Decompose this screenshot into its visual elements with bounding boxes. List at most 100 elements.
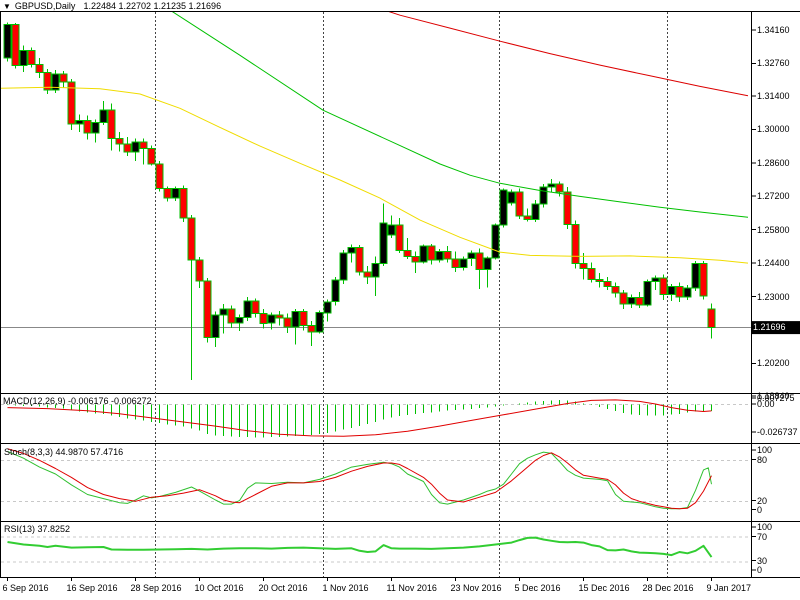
candle[interactable] (59, 73, 68, 83)
candle[interactable] (419, 245, 428, 263)
candle[interactable] (99, 109, 108, 124)
candle[interactable] (659, 277, 668, 296)
candle[interactable] (555, 183, 564, 193)
candle[interactable] (603, 281, 612, 288)
candle[interactable] (267, 314, 276, 324)
candle[interactable] (171, 188, 180, 199)
candle[interactable] (163, 188, 172, 199)
candle[interactable] (611, 286, 620, 294)
macd-indicator-label: MACD(12,26,9) -0.006176 -0.006272 (3, 396, 152, 406)
candle[interactable] (451, 258, 460, 268)
candle[interactable] (571, 223, 580, 265)
candle[interactable] (203, 280, 212, 339)
candle[interactable] (475, 252, 484, 271)
candle[interactable] (155, 163, 164, 190)
candle[interactable] (107, 109, 116, 140)
candle[interactable] (619, 292, 628, 305)
candle[interactable] (435, 251, 444, 261)
candle[interactable] (363, 271, 372, 278)
candle[interactable] (275, 314, 284, 319)
candle[interactable] (147, 147, 156, 165)
indicator-axis-label: 30 (757, 555, 768, 566)
candle[interactable] (499, 189, 508, 226)
candle[interactable] (323, 301, 332, 314)
candles[interactable] (3, 22, 716, 381)
candle[interactable] (395, 224, 404, 252)
candle[interactable] (195, 259, 204, 282)
candle[interactable] (299, 310, 308, 327)
candle[interactable] (515, 191, 524, 217)
candle[interactable] (483, 257, 492, 271)
price-axis-label: 1.18840 (757, 390, 790, 401)
candle[interactable] (411, 255, 420, 263)
candle[interactable] (699, 263, 708, 297)
candle[interactable] (667, 286, 676, 296)
candle[interactable] (443, 251, 452, 260)
candle[interactable] (307, 325, 316, 333)
candle[interactable] (179, 188, 188, 219)
candle[interactable] (235, 317, 244, 324)
candle[interactable] (35, 63, 44, 74)
candle[interactable] (627, 297, 636, 305)
candle[interactable] (243, 300, 252, 318)
candle[interactable] (595, 278, 604, 283)
candle[interactable] (651, 277, 660, 283)
candle[interactable] (691, 263, 700, 289)
candle[interactable] (123, 143, 132, 153)
indicator-axis-label: 20 (757, 495, 768, 506)
candle[interactable] (83, 119, 92, 134)
candle[interactable] (371, 263, 380, 278)
candle[interactable] (523, 215, 532, 221)
candle[interactable] (547, 183, 556, 188)
candle[interactable] (91, 122, 100, 134)
candle[interactable] (43, 72, 52, 91)
candle[interactable] (187, 217, 196, 261)
candle[interactable] (291, 310, 300, 328)
candle[interactable] (467, 252, 476, 260)
candle[interactable] (355, 247, 364, 273)
candle[interactable] (11, 24, 20, 66)
candle[interactable] (211, 314, 220, 339)
candle[interactable] (587, 267, 596, 280)
candle[interactable] (491, 224, 500, 259)
candle[interactable] (219, 308, 228, 316)
date-axis-label: 16 Sep 2016 (66, 583, 118, 593)
candle[interactable] (403, 250, 412, 257)
candle[interactable] (131, 141, 140, 153)
candle[interactable] (379, 222, 388, 265)
candle[interactable] (539, 186, 548, 205)
candle[interactable] (387, 224, 396, 236)
candle[interactable] (683, 287, 692, 298)
price-axis-label: 1.28600 (757, 157, 790, 168)
candle[interactable] (339, 252, 348, 281)
candle[interactable] (139, 141, 148, 150)
candle[interactable] (251, 300, 260, 315)
candle[interactable] (115, 137, 124, 145)
candle[interactable] (707, 308, 716, 329)
candle[interactable] (635, 297, 644, 306)
candle[interactable] (347, 247, 356, 254)
candle[interactable] (675, 286, 684, 298)
candle[interactable] (579, 263, 588, 269)
ohlc-values: 1.22484 1.22702 1.21235 1.21696 (83, 1, 222, 11)
candle[interactable] (3, 24, 12, 59)
candle[interactable] (315, 312, 324, 333)
candle[interactable] (459, 258, 468, 268)
candle[interactable] (643, 281, 652, 306)
candle[interactable] (51, 73, 60, 91)
candle[interactable] (227, 308, 236, 324)
candle[interactable] (563, 191, 572, 225)
candle[interactable] (19, 50, 28, 66)
candle[interactable] (259, 313, 268, 324)
candle[interactable] (427, 245, 436, 261)
candle[interactable] (67, 81, 76, 125)
price-axis-label: 1.31400 (757, 90, 790, 101)
candle[interactable] (331, 279, 340, 303)
candle[interactable] (283, 317, 292, 328)
candle[interactable] (531, 203, 540, 221)
candle[interactable] (27, 50, 36, 65)
candle[interactable] (75, 119, 84, 125)
candle[interactable] (507, 191, 516, 204)
